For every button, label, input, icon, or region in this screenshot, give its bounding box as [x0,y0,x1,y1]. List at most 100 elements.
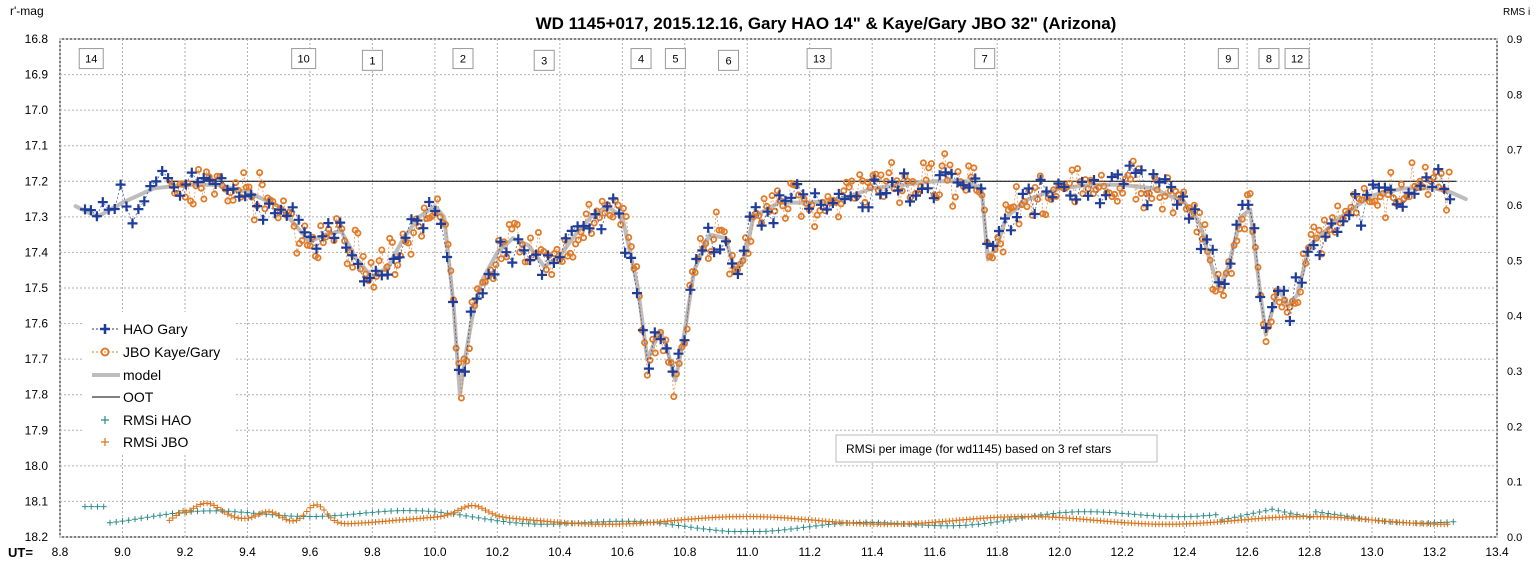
rmsi-point [138,515,145,522]
dip-label: 1 [369,55,375,67]
data-point-jbo [981,206,989,214]
data-point-jbo [463,357,471,365]
rmsi-point [225,508,232,515]
rmsi-point [706,526,713,533]
data-point-hao [1385,184,1396,195]
data-point-hao [1362,189,1372,200]
legend-label-hao: HAO Gary [123,321,188,337]
data-point-jbo [433,195,441,203]
data-point-jbo [617,220,625,228]
rmsi-point [1119,510,1126,517]
rmsi-point [244,509,251,516]
data-point-hao [780,195,791,206]
x-tick-label: 10.6 [611,545,635,559]
x-tick-label: 11.2 [799,545,822,559]
data-point-jbo [489,275,497,283]
rmsi-point [489,510,496,517]
data-point-hao [299,227,310,238]
rmsi-point [606,518,613,525]
data-point-hao [1000,213,1010,224]
data-point-hao [1409,188,1420,199]
data-point-jbo [293,249,301,257]
data-point-hao [964,182,975,193]
data-point-jbo [651,349,659,357]
rmsi-point [458,505,465,512]
data-point-hao [91,211,102,222]
rmsi-point [238,509,245,516]
rmsi-point [279,514,286,521]
rmsi-point [413,507,420,514]
data-point-jbo [189,200,197,208]
rmsi-point [931,522,938,529]
rmsi-point [269,509,276,516]
data-point-jbo [1015,220,1023,228]
data-point-hao [703,222,714,233]
data-point-jbo [1445,168,1453,176]
rmsi-point [500,518,507,525]
data-point-jbo [845,183,853,191]
data-point-jbo [1012,183,1020,191]
rmsi-point [1112,509,1119,516]
rmsi-point [176,510,183,517]
data-point-jbo [354,229,362,237]
dip-label: 13 [813,54,825,66]
rmsi-point [327,514,334,521]
data-point-hao [109,204,120,214]
data-point-jbo [370,283,378,291]
data-point-hao [922,183,933,194]
y-right-tick-label: 0.7 [1507,145,1522,157]
rmsi-point [1000,517,1007,524]
data-point-jbo [229,196,237,204]
data-point-jbo [614,201,622,209]
data-point-jbo [675,359,683,367]
rmsi-point [1281,509,1288,515]
data-point-jbo [256,169,264,177]
rmsi-point [1194,513,1201,520]
data-point-jbo [590,219,598,227]
rmsi-point [1144,512,1151,519]
data-point-jbo [919,159,927,167]
legend-entry-rmsi-jbo: RMSi JBO [101,434,188,450]
data-point-jbo [181,193,189,201]
data-point-hao [442,252,453,262]
data-point-jbo [840,187,848,195]
dip-label: 10 [298,54,310,66]
data-point-hao [329,232,340,243]
data-point-hao [264,198,274,209]
data-point-jbo [1320,216,1328,224]
data-point-jbo [1241,225,1249,233]
x-tick-label: 10.8 [673,545,697,559]
rmsi-point [669,521,676,528]
legend: HAO Gary JBO Kaye/Gary model OOT RMSi HA… [84,312,234,454]
data-point-hao [566,225,577,236]
x-tick-label: 9.0 [114,545,131,559]
y-left-tick-label: 18.0 [25,459,49,473]
data-point-hao [626,252,637,263]
data-point-hao [1118,179,1129,189]
data-point-hao [1172,199,1183,210]
dip-label: 2 [460,54,466,66]
data-point-jbo [1397,180,1405,188]
data-point-hao [495,236,506,247]
data-point-hao [887,177,898,187]
data-point-hao [317,231,328,242]
data-point-hao [1207,244,1218,255]
data-point-jbo [1281,296,1289,304]
rmsi-point [455,507,461,514]
data-point-jbo [1079,190,1087,198]
data-point-hao [804,203,815,214]
data-point-jbo [362,270,370,278]
data-point-hao [382,269,393,280]
legend-entry-oot: OOT [92,389,154,405]
data-point-jbo [683,325,691,333]
data-point-jbo [909,177,917,185]
rmsi-point [290,518,296,524]
data-point-jbo [1196,209,1204,217]
data-point-hao [1308,240,1319,251]
rmsi-point [406,507,413,514]
data-point-jbo [609,213,617,221]
rmsi-point [700,525,707,532]
data-point-hao [637,325,648,336]
dip-label-box [291,48,317,70]
data-point-hao [169,182,179,193]
